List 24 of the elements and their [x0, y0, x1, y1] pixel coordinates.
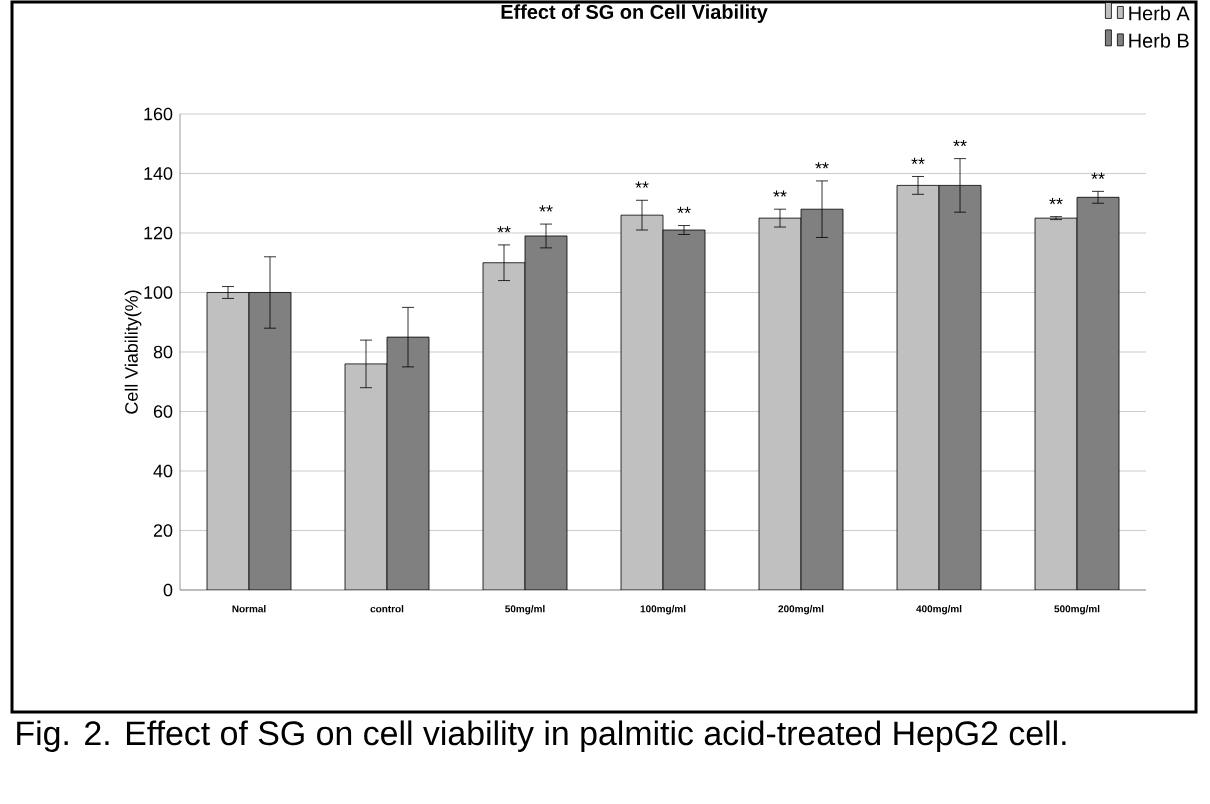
- y-tick-label: 140: [144, 167, 173, 180]
- y-tick-label: 40: [153, 464, 173, 478]
- chart-title: Effect of SG on Cell Viability: [501, 4, 768, 23]
- data-label: **: [635, 181, 649, 188]
- data-label: **: [815, 162, 829, 169]
- data-label: **: [911, 157, 925, 165]
- data-label: **: [677, 206, 691, 214]
- legend-label: Herb B: [1129, 33, 1189, 48]
- data-label: **: [953, 139, 967, 147]
- y-tick-label: 120: [144, 226, 173, 240]
- y-tick-label: 0: [163, 583, 173, 597]
- legend-label: Herb A: [1129, 5, 1190, 21]
- data-label: **: [773, 190, 787, 197]
- data-label: **: [539, 205, 553, 212]
- data-label: **: [1091, 172, 1105, 179]
- y-tick-label: 100: [144, 286, 173, 299]
- y-tick-label: 60: [153, 405, 173, 418]
- y-tick-label: 20: [153, 524, 173, 537]
- y-tick-label: 80: [153, 345, 173, 359]
- data-label: **: [1049, 197, 1063, 205]
- data-label: **: [497, 226, 511, 233]
- caption: Fig. 2. Effect of SG on cell viability in palmitic acid-treated HepG2 cell.: [17, 720, 1066, 752]
- y-tick-label: 160: [144, 107, 173, 121]
- y-axis-title: Cell Viability(%): [124, 290, 142, 414]
